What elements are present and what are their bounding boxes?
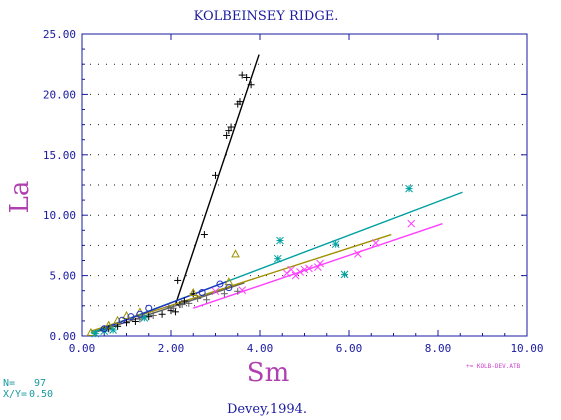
data-point <box>194 295 202 303</box>
x-tick-label: 0.00 <box>69 342 96 355</box>
data-point <box>234 287 242 295</box>
plot-frame <box>81 33 528 337</box>
chart-title: KOLBEINSEY RIDGE. <box>194 9 339 24</box>
x-tick-label: 10.00 <box>510 342 543 355</box>
data-point <box>313 263 322 271</box>
data-point <box>276 236 284 245</box>
citation: Devey,1994. <box>227 402 307 417</box>
data-point <box>188 287 198 297</box>
data-point <box>243 73 251 81</box>
xy-label: X/Y= <box>3 389 27 400</box>
data-point <box>100 327 109 336</box>
x-tick-label: 6.00 <box>336 342 363 355</box>
n-label: N= <box>3 378 15 389</box>
data-point <box>145 313 153 321</box>
data-point <box>354 250 362 258</box>
data-point <box>236 98 244 106</box>
x-tick-label: 4.00 <box>247 342 274 355</box>
data-point <box>203 296 211 304</box>
regression-line <box>95 282 245 334</box>
data-point <box>127 313 135 321</box>
data-point <box>227 123 235 131</box>
data-point <box>371 239 380 247</box>
data-point <box>220 290 228 298</box>
data-point <box>407 219 416 228</box>
data-point <box>180 297 188 305</box>
y-tick-label: 25.00 <box>43 28 76 41</box>
n-value: 97 <box>34 378 46 389</box>
data-point <box>86 327 96 336</box>
regression-lines <box>90 54 463 334</box>
x-tick-label: 2.00 <box>158 342 185 355</box>
data-point <box>198 289 206 297</box>
y-axis-label: La <box>5 181 35 214</box>
data-point <box>405 184 413 193</box>
data-point <box>211 287 220 296</box>
regression-line <box>99 280 227 331</box>
data-point <box>212 171 219 179</box>
data-point <box>223 131 231 139</box>
data-point <box>136 310 144 318</box>
data-point <box>282 269 291 278</box>
x-axis-label: Sm <box>247 358 289 388</box>
xy-value: 0.50 <box>29 389 53 400</box>
data-point <box>131 318 139 326</box>
y-tick-label: 10.00 <box>43 209 76 222</box>
data-point <box>169 304 177 312</box>
y-tick-label: 0.00 <box>50 330 77 343</box>
data-point <box>287 265 296 274</box>
data-point <box>225 284 233 292</box>
y-tick-label: 20.00 <box>43 88 76 101</box>
y-axis-ticks: 0.00 5.00 10.00 15.00 20.00 25.00 <box>43 28 527 343</box>
data-point <box>238 286 247 294</box>
data-point <box>225 127 233 135</box>
data-point <box>238 71 246 79</box>
y-tick-label: 15.00 <box>43 149 76 162</box>
data-point <box>185 299 193 307</box>
data-point <box>114 322 122 330</box>
regression-line <box>174 54 260 305</box>
source-file: += KOLB-DEV.ATB <box>466 363 521 370</box>
data-point <box>296 268 304 276</box>
data-point <box>91 329 100 338</box>
data-point <box>300 265 309 274</box>
data-point <box>104 320 114 329</box>
data-point <box>305 264 313 273</box>
data-point <box>340 270 349 279</box>
data-point <box>109 326 118 334</box>
data-point <box>200 231 208 239</box>
data-point <box>231 249 240 258</box>
x-axis-ticks: 0.00 2.00 4.00 6.00 8.00 10.00 <box>69 34 544 355</box>
data-point <box>149 311 157 319</box>
data-point <box>291 271 300 280</box>
data-point <box>171 308 179 316</box>
data-point <box>145 304 153 312</box>
data-point <box>273 254 282 263</box>
data-point <box>140 314 149 322</box>
data-point <box>165 303 173 311</box>
x-tick-label: 8.00 <box>425 342 452 355</box>
data-point <box>136 315 144 323</box>
data-point <box>331 240 340 249</box>
data-points <box>86 71 416 338</box>
data-point <box>100 325 108 333</box>
data-point <box>316 259 324 268</box>
data-point <box>216 280 224 288</box>
data-point <box>174 276 182 284</box>
data-point <box>158 310 166 318</box>
data-point <box>178 301 186 309</box>
data-point <box>118 316 126 324</box>
data-point <box>247 81 255 89</box>
y-tick-label: 5.00 <box>50 270 77 283</box>
